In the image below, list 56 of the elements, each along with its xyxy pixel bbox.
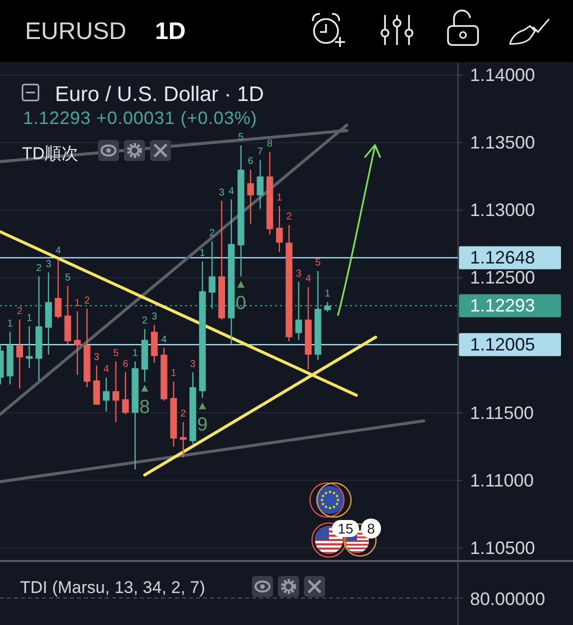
y-tick-label: 1.13500 (470, 132, 536, 153)
text: 7 (257, 146, 263, 158)
text: EURUSD (25, 18, 126, 45)
text: 3 (218, 187, 224, 198)
text: 1 (200, 248, 206, 260)
annotation: 9 (197, 414, 208, 436)
ref-line-label: 1.12293 (470, 296, 536, 316)
text: 2 (84, 295, 90, 306)
text: 3 (94, 352, 100, 364)
text: 1 (74, 298, 80, 309)
text: 1 (26, 312, 32, 324)
text: 2 (180, 408, 186, 420)
ref-line-label: 1.12005 (470, 334, 536, 355)
text: 4 (103, 364, 110, 376)
text: 3 (152, 312, 158, 323)
text: TDI (Marsu, 13, 34, 2, 7) (20, 578, 206, 597)
text: 4 (161, 334, 167, 346)
text: 4 (228, 186, 234, 197)
text: 3 (46, 258, 52, 270)
text: 3 (296, 268, 302, 280)
text: 5 (238, 132, 244, 143)
y-tick-label: 1.12500 (470, 268, 536, 288)
annotation: 15 (338, 520, 354, 536)
annotation: 8 (367, 520, 376, 536)
text: 4 (305, 274, 312, 285)
text: 4 (55, 245, 61, 256)
y-tick-label: 1.11000 (470, 470, 534, 490)
text: 5 (64, 272, 71, 284)
text: 8 (139, 396, 150, 418)
text: 1.12293 +0.00031 (+0.03%) (23, 108, 258, 128)
text: 2 (16, 306, 22, 318)
text: Euro / U.S. Dollar · 1D (55, 83, 264, 106)
text: 1 (7, 318, 13, 330)
text: 2 (286, 212, 292, 223)
text: 3 (190, 358, 196, 370)
y-tick-label: 1.13000 (470, 200, 536, 220)
text: 2 (209, 228, 215, 239)
annotation: TD順次 (22, 144, 79, 163)
text: 1D (155, 18, 186, 45)
text: 1 (324, 288, 330, 300)
text: 5 (113, 348, 119, 359)
text: 1 (276, 192, 282, 204)
text: 1 (170, 368, 176, 380)
text: 2 (36, 262, 42, 274)
ref-line-label: 1.12648 (470, 248, 536, 268)
y-tick-label: 1.11500 (470, 402, 534, 423)
text: 5 (315, 257, 321, 268)
text: 1 (132, 348, 138, 359)
y-tick-label: 1.10500 (470, 538, 536, 558)
annotation: 8 (267, 138, 274, 150)
y-tick-label: 1.14000 (470, 65, 536, 86)
text: 80.00000 (470, 589, 546, 609)
text: 2 (142, 316, 148, 327)
text: 6 (122, 358, 128, 370)
text: 6 (248, 156, 254, 168)
annotation: 0 (236, 292, 246, 314)
